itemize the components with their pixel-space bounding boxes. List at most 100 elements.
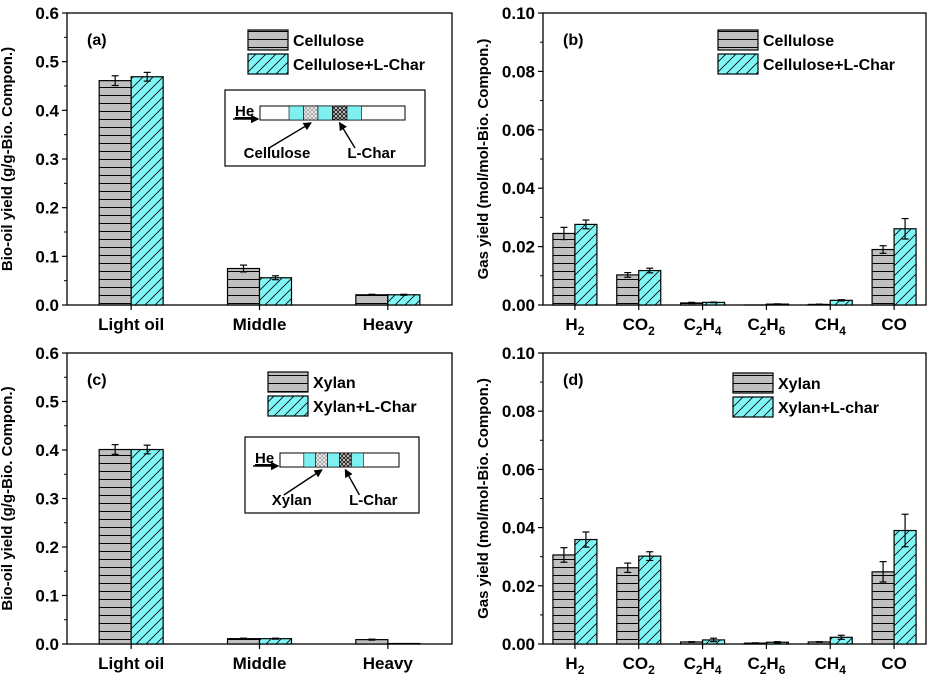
y-tick-label: 0.0: [35, 635, 59, 654]
bar-xylan-l-char-h2: [574, 538, 598, 645]
x-category-label-part: 4: [715, 324, 722, 338]
x-category-label: H2: [565, 654, 584, 677]
panel-label: (c): [87, 372, 107, 389]
x-category-label: Light oil: [98, 315, 164, 334]
y-tick-label: 0.02: [502, 238, 535, 257]
y-tick-label: 0.3: [35, 490, 59, 509]
x-category-label-part: CO: [881, 315, 907, 334]
legend-label: Xylan: [778, 376, 821, 393]
pointer-arrow-icon: [344, 468, 361, 496]
legend-label: Xylan+L-Char: [313, 399, 417, 416]
legend-swatch: [247, 53, 289, 75]
bar-xylan-l-char-co: [893, 529, 917, 645]
y-tick-label: 0.2: [35, 199, 59, 218]
x-category-label-part: 6: [779, 324, 786, 338]
x-category-label: Heavy: [363, 315, 414, 334]
x-category-label: Middle: [233, 315, 287, 334]
quartz-wool: [288, 105, 304, 121]
legend-label: Xylan+L-char: [778, 400, 879, 417]
x-category-label-part: Light oil: [98, 315, 164, 334]
x-category-label-part: 4: [715, 663, 722, 677]
inset-biomass-label: Cellulose: [244, 145, 311, 162]
bar-xylan-l-char-light-oil: [130, 448, 164, 645]
inset-flow-label: He: [235, 103, 254, 120]
bar-cellulose-l-char-co: [893, 228, 917, 306]
y-tick-label: 0.4: [35, 441, 59, 460]
quartz-wool: [303, 452, 316, 468]
x-category-label-part: C: [747, 315, 759, 334]
x-category-label-part: Middle: [233, 654, 287, 673]
x-category-label: CH4: [815, 654, 847, 677]
quartz-wool: [346, 105, 362, 121]
quartz-wool: [327, 452, 340, 468]
quartz-wool: [351, 452, 364, 468]
inset-frame: [224, 89, 426, 167]
x-category-label-part: 2: [648, 324, 655, 338]
y-tick-label: 0.04: [502, 179, 536, 198]
y-tick-label: 0.06: [502, 460, 535, 479]
x-category-label: C2H4: [684, 315, 722, 338]
bar-cellulose-l-char-h2: [574, 223, 598, 306]
y-axis-label: Gas yield (mol/mol-Bio. Compon.): [475, 378, 492, 619]
x-category-label-part: 4: [839, 324, 846, 338]
x-category-label-part: Heavy: [363, 654, 414, 673]
x-category-label: CO: [881, 654, 907, 673]
legend-label: Cellulose: [763, 33, 834, 50]
y-tick-label: 0.10: [502, 4, 535, 23]
y-tick-label: 0.1: [35, 247, 59, 266]
legend-swatch: [732, 396, 774, 418]
x-category-label-part: C: [747, 654, 759, 673]
y-tick-label: 0.00: [502, 635, 535, 654]
legend-label: Xylan: [313, 375, 356, 392]
pointer-arrow-icon: [339, 121, 356, 149]
bar-cellulose-l-char-middle: [258, 277, 293, 306]
y-tick-label: 0.5: [35, 393, 59, 412]
pointer-arrow-icon: [283, 469, 323, 496]
y-tick-label: 0.4: [35, 101, 59, 120]
y-axis-label: Gas yield (mol/mol-Bio. Compon.): [475, 39, 492, 280]
inset-frame: [244, 436, 420, 514]
x-category-label: C2H6: [747, 315, 785, 338]
x-category-label-part: H: [703, 654, 715, 673]
x-category-label-part: CO: [881, 654, 907, 673]
x-category-label-part: CH: [815, 654, 840, 673]
panel-label: (d): [563, 372, 583, 389]
x-category-label: Heavy: [363, 654, 414, 673]
char-bed: [332, 105, 348, 121]
x-category-label: H2: [565, 315, 584, 338]
x-category-label-part: 2: [760, 663, 767, 677]
y-axis-label: Bio-oil yield (g/g-Bio. Compon.): [0, 386, 16, 610]
legend-swatch: [717, 29, 759, 51]
biomass-bed: [303, 105, 319, 121]
bar-cellulose-co: [871, 248, 895, 306]
x-category-label: CO2: [623, 315, 656, 338]
pointer-arrow-icon: [268, 122, 312, 149]
panel-c: 0.0 0.1 0.2 0.3 0.4 0.5 0.6 Bio-oil yield (g/g-…: [0, 344, 453, 673]
x-category-label-part: CO: [623, 654, 649, 673]
bar-cellulose-light-oil: [98, 80, 132, 306]
reactor-inset: He Cellulose L-Char: [224, 89, 426, 167]
x-category-label-part: H: [703, 315, 715, 334]
legend-swatch: [267, 371, 309, 393]
legend-label: Cellulose+L-Char: [763, 57, 895, 74]
x-category-label-part: 2: [696, 324, 703, 338]
x-category-label-part: C: [684, 654, 696, 673]
legend-swatch: [267, 395, 309, 417]
bar-xylan-light-oil: [98, 448, 132, 645]
inset-biomass-label: Xylan: [272, 492, 312, 509]
y-tick-label: 0.10: [502, 344, 535, 363]
inset-char-label: L-Char: [349, 492, 397, 509]
panel-a: 0.0 0.1 0.2 0.3 0.4 0.5 0.6 Bio-oil yield (g/g-…: [0, 4, 453, 334]
x-category-label-part: CH: [815, 315, 840, 334]
x-category-label: Middle: [233, 654, 287, 673]
panel-label: (b): [563, 32, 583, 49]
x-category-label: CO: [881, 315, 907, 334]
x-category-label-part: 4: [839, 663, 846, 677]
y-tick-label: 0.6: [35, 4, 59, 23]
x-category-label-part: Heavy: [363, 315, 414, 334]
x-category-label-part: C: [684, 315, 696, 334]
y-tick-label: 0.0: [35, 296, 59, 315]
bar-cellulose-heavy: [355, 294, 389, 306]
y-tick-label: 0.3: [35, 150, 59, 169]
